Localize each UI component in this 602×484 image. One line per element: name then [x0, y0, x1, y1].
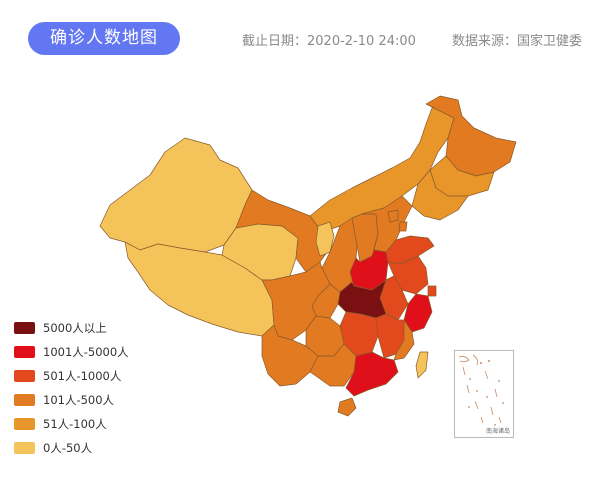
source-label: 数据来源：: [452, 34, 518, 49]
legend-item-5000-plus[interactable]: 5000人以上: [14, 316, 129, 340]
region-liaoning[interactable]: [411, 169, 469, 221]
legend-item-501-1000[interactable]: 501人-1000人: [14, 364, 129, 388]
legend-swatch: [14, 394, 35, 406]
legend-item-0-50[interactable]: 0人-50人: [14, 436, 129, 460]
region-beijing[interactable]: [387, 209, 399, 223]
data-source: 数据来源：国家卫健委: [452, 30, 582, 49]
region-hainan[interactable]: [337, 397, 357, 417]
legend-item-101-500[interactable]: 101人-500人: [14, 388, 129, 412]
region-shanghai[interactable]: [427, 285, 437, 297]
legend-swatch: [14, 322, 35, 334]
source-value: 国家卫健委: [517, 34, 583, 49]
map-title: 确诊人数地图: [28, 22, 180, 55]
region-tianjin[interactable]: [398, 221, 408, 232]
region-heilongjiang[interactable]: [425, 95, 517, 177]
south-china-sea-inset: 南海诸岛: [454, 350, 514, 438]
region-guangxi[interactable]: [309, 343, 357, 387]
cutoff-date: 截止日期：2020-2-10 24:00: [242, 30, 416, 49]
legend-item-51-100[interactable]: 51人-100人: [14, 412, 129, 436]
legend-swatch: [14, 442, 35, 454]
inset-label: 南海诸岛: [485, 428, 510, 435]
legend-label: 0人-50人: [43, 441, 93, 455]
legend-label: 101人-500人: [43, 393, 115, 407]
legend-label: 1001人-5000人: [43, 345, 129, 359]
cutoff-label: 截止日期：: [242, 34, 308, 49]
region-xinjiang[interactable]: [99, 137, 253, 253]
region-taiwan[interactable]: [415, 351, 429, 379]
legend-swatch: [14, 370, 35, 382]
legend-swatch: [14, 346, 35, 358]
cutoff-value: 2020-2-10 24:00: [307, 34, 416, 49]
legend-label: 501人-1000人: [43, 369, 122, 383]
region-guizhou[interactable]: [305, 315, 345, 357]
legend-swatch: [14, 418, 35, 430]
legend-label: 5000人以上: [43, 321, 107, 335]
south-sea-islands: [458, 354, 504, 426]
region-fujian[interactable]: [393, 319, 415, 361]
legend-label: 51人-100人: [43, 417, 107, 431]
region-hubei[interactable]: [337, 279, 387, 319]
legend: 5000人以上 1001人-5000人 501人-1000人 101人-500人…: [14, 316, 129, 460]
region-guangdong[interactable]: [345, 351, 399, 397]
legend-item-1001-5000[interactable]: 1001人-5000人: [14, 340, 129, 364]
